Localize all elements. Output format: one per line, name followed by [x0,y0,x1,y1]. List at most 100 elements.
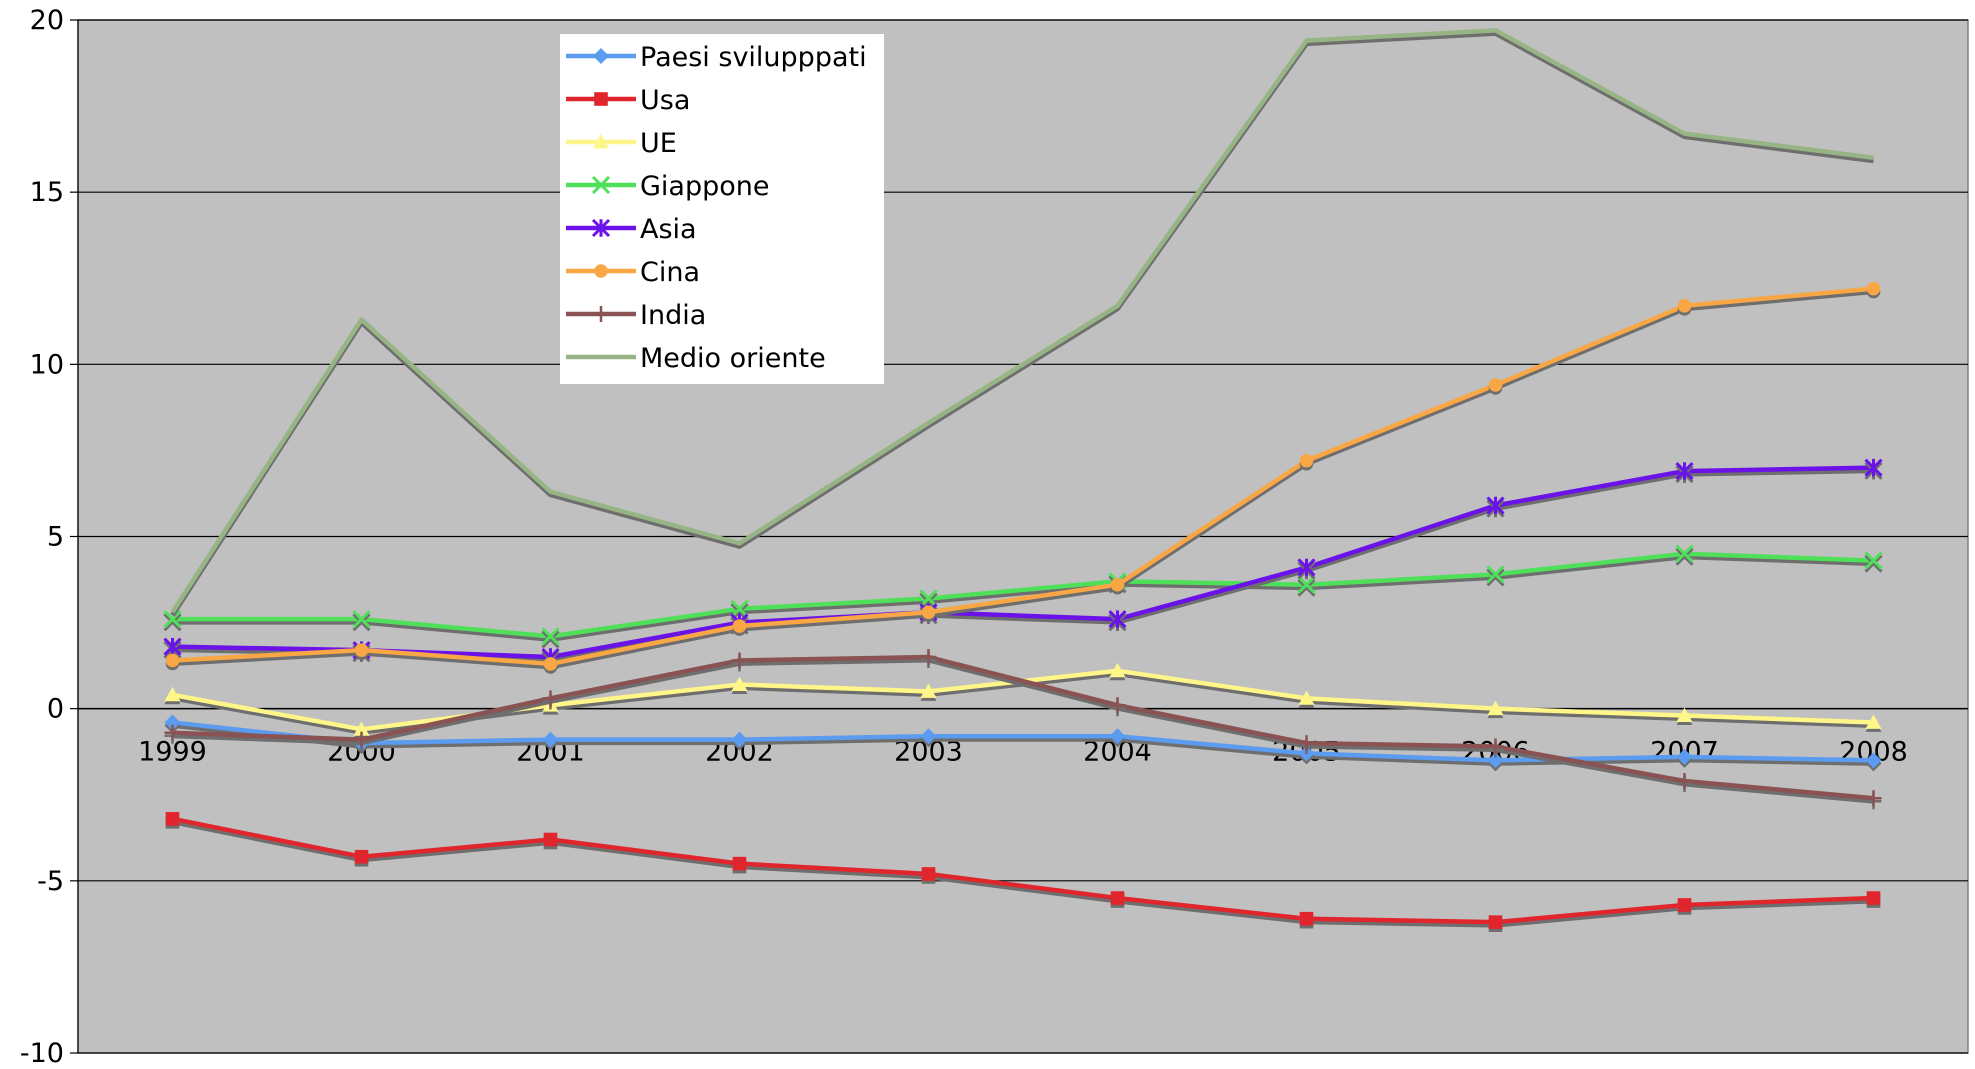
data-point [919,589,938,608]
series-cina [165,281,1881,674]
data-point-shadow [1297,578,1316,597]
legend-item: Usa [566,85,690,116]
data-point [353,721,370,736]
data-point [1109,662,1126,678]
legend-item: UE [566,128,677,159]
legend-marker [591,175,611,195]
legend-item: India [566,300,706,331]
data-point [354,643,369,657]
series-line [172,551,1874,639]
legend-marker [594,264,608,278]
legend-item: Medio oriente [566,343,826,374]
y-tick-label: 20 [30,5,64,36]
y-tick-label: 15 [30,177,64,208]
data-point [1297,575,1316,594]
data-point-shadow [163,613,182,632]
data-point [1675,462,1694,481]
legend-marker [594,92,608,106]
legend: Paesi svilupppati Usa UE Giappone Asia Cina In… [560,34,884,384]
y-tick-label: -10 [20,1038,64,1069]
legend-label: Asia [640,214,697,245]
legend-item: Giappone [566,171,770,202]
data-point [1110,891,1125,905]
data-point [1866,891,1881,905]
data-point [165,812,180,826]
series-line [172,286,1874,667]
data-point [542,731,559,748]
y-tick-label: 0 [47,694,64,725]
data-point [1109,728,1126,745]
legend-label: Usa [640,85,690,116]
data-point [730,599,749,618]
legend-label: UE [640,128,677,159]
series-line [170,28,1874,614]
data-point-shadow [541,630,560,649]
data-point [732,619,747,633]
legend-label: Giappone [640,171,770,202]
data-point [1865,790,1882,807]
data-point [354,849,369,864]
data-point [1676,772,1693,789]
data-point [731,676,748,691]
data-point [541,627,560,646]
data-point [164,714,181,731]
data-point [1864,458,1883,477]
data-point [353,731,370,748]
series-shadow [172,657,1874,804]
legend-marker [593,48,609,64]
data-point [1677,898,1692,912]
data-point [731,731,748,748]
data-point [1109,697,1126,714]
series-shadow [172,289,1874,670]
y-tick-label: 5 [47,522,64,553]
data-point [1865,752,1882,769]
data-point [1297,558,1316,577]
series-india [164,649,1882,810]
legend-marker [591,218,611,238]
data-point [731,652,748,669]
legend-marker [593,306,609,322]
data-point [921,605,936,620]
data-point [1108,610,1127,629]
y-axis-tick-labels: -10 -5 0 5 10 15 20 [20,5,64,1069]
legend-label: Medio oriente [640,343,826,374]
data-point [920,683,937,698]
data-point [1487,752,1504,769]
data-point [1298,735,1315,752]
legend-box [560,34,884,384]
data-point [1676,707,1693,722]
data-point [1486,496,1505,515]
data-point [920,649,937,666]
legend-label: Paesi svilupppati [640,42,867,73]
y-tick-label: 10 [30,349,64,380]
data-point [920,728,937,745]
data-point [1865,714,1882,729]
data-point [1299,911,1314,926]
series-line [172,654,1874,801]
data-point [1110,577,1125,592]
data-point-shadow [352,613,371,632]
series-usa [165,812,1881,932]
series-line [172,816,1874,925]
data-point-shadow [1675,547,1694,566]
data-point [1488,378,1503,392]
data-point [921,867,936,881]
data-point [1299,453,1314,468]
legend-label: India [640,300,706,331]
data-point-shadow [1864,554,1883,573]
data-point [164,686,181,702]
legend-label: Cina [640,257,700,288]
series-line [172,465,1874,660]
series-line [172,720,1874,763]
series-medio-oriente [170,28,1874,617]
legend-item: Paesi svilupppati [566,42,867,73]
series-lines [163,28,1883,932]
data-point [165,653,180,668]
data-point [1488,915,1503,929]
data-point [1486,565,1505,584]
data-point [1298,690,1315,705]
series-giappone [163,544,1883,649]
y-tick-label: -5 [37,866,64,897]
data-point [164,724,181,741]
